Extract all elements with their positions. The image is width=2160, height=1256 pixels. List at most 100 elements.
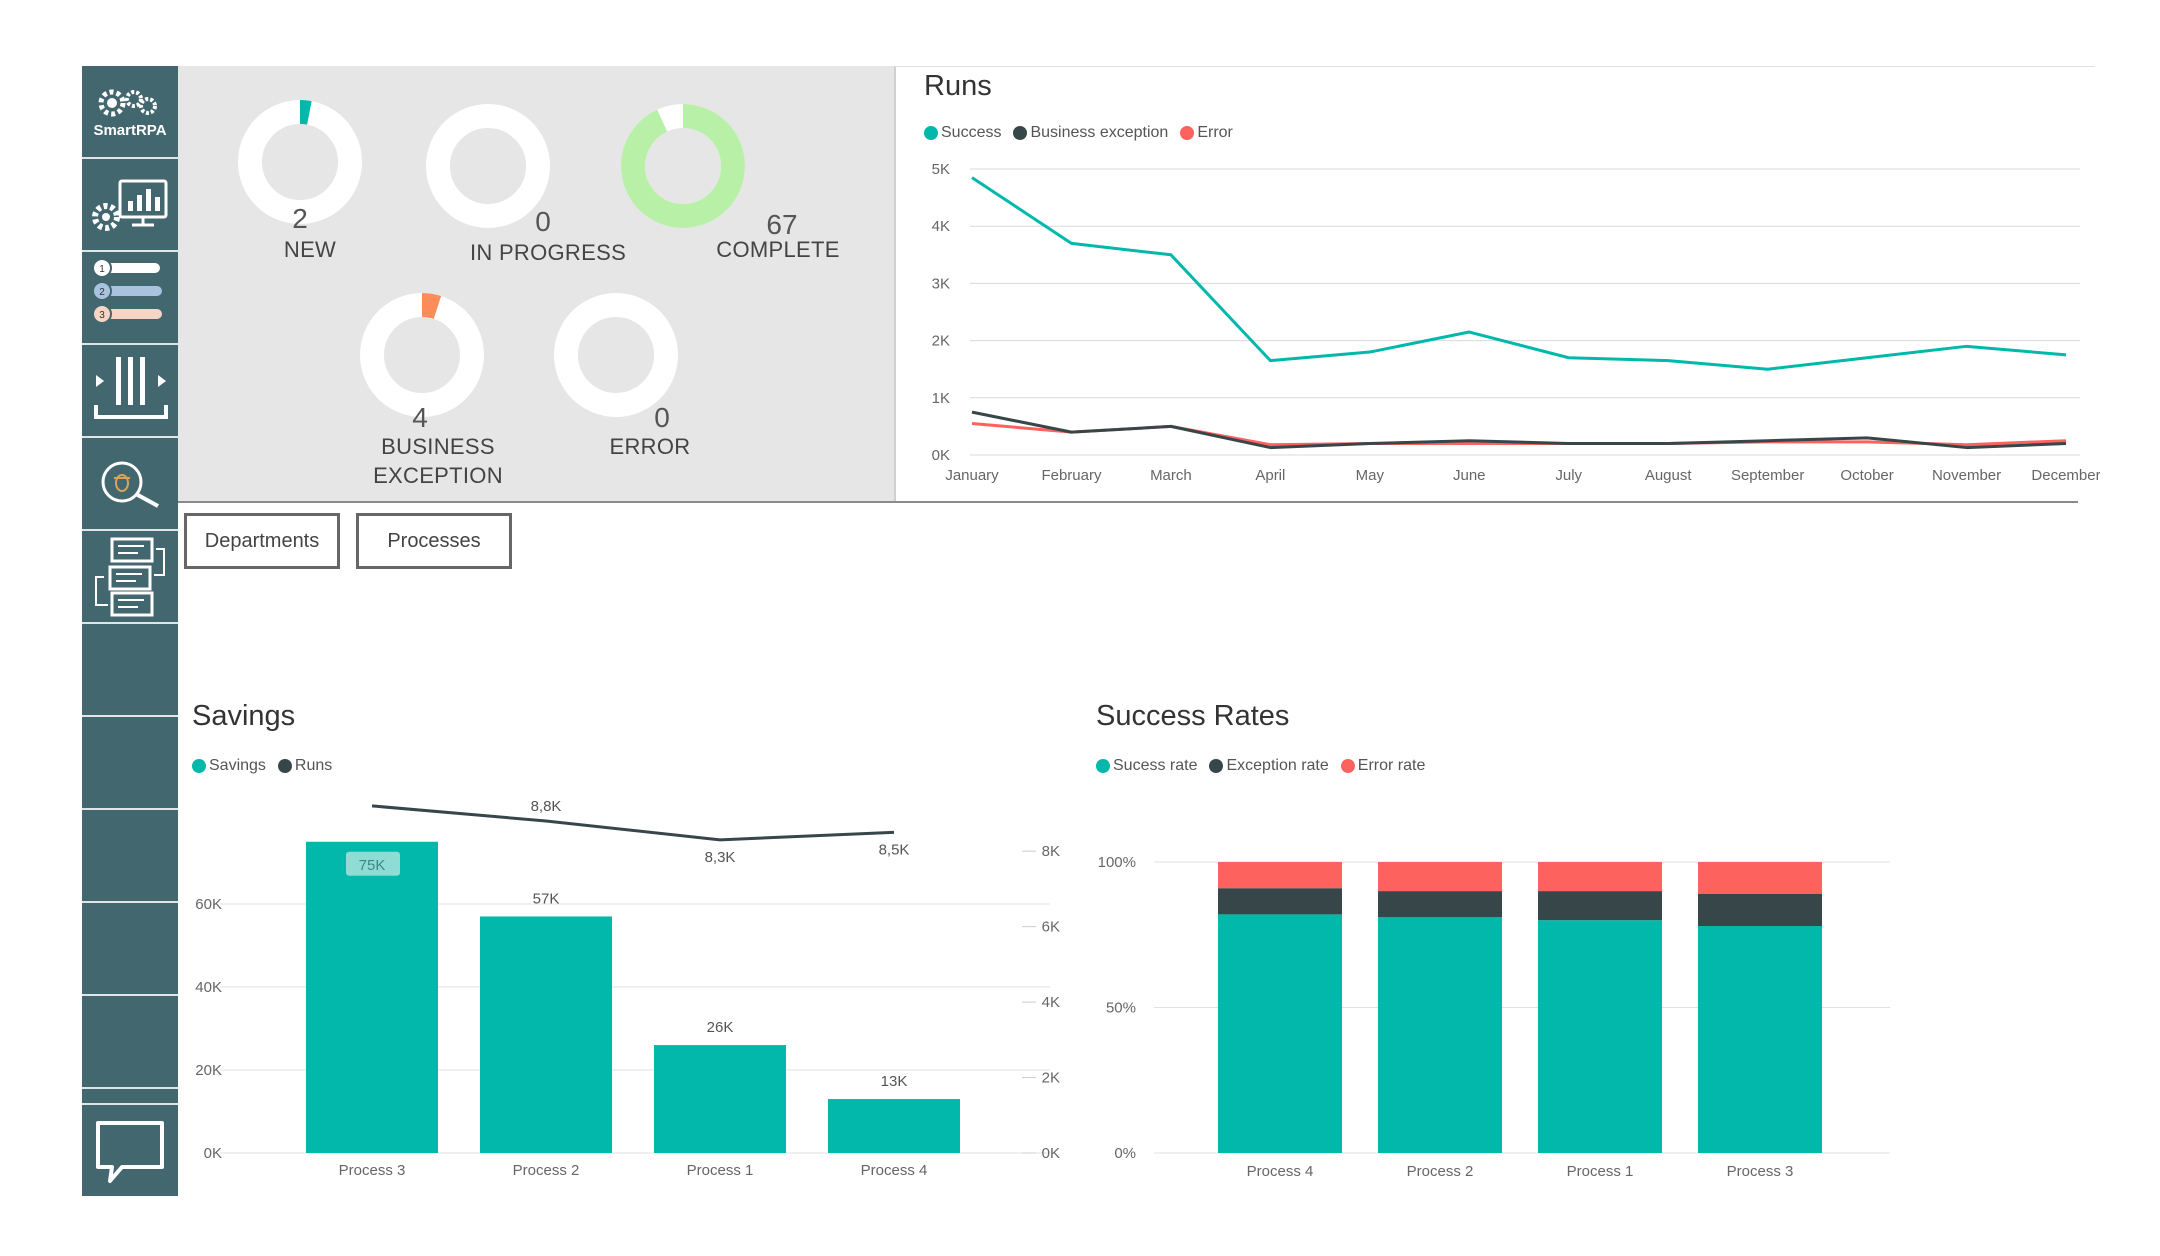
workflow-icon <box>95 537 165 617</box>
kpi-business-exception-donut-fill <box>360 293 484 417</box>
x-tick-label: Process 1 <box>1567 1163 1634 1180</box>
tab-processes[interactable]: Processes <box>356 513 512 569</box>
y-tick-label: 5K <box>932 161 950 178</box>
kpi-business-exception-label-2: EXCEPTION <box>373 463 503 488</box>
savings-chart-title: Savings <box>192 700 296 732</box>
y-tick-label: 1K <box>932 390 950 407</box>
sidebar-item-debug[interactable] <box>82 438 178 531</box>
savings-bar <box>828 1099 960 1153</box>
x-tick-label: October <box>1840 467 1893 484</box>
kpi-complete-value: 67 <box>766 209 798 240</box>
legend-label: Sucess rate <box>1113 757 1198 774</box>
stacked-bar-segment <box>1378 891 1502 918</box>
sidebar-item-dashboard[interactable] <box>82 159 178 252</box>
sidebar-logo[interactable]: SmartRPA <box>82 66 178 159</box>
legend-item-savings[interactable]: Savings <box>192 757 266 775</box>
runs-chart-title: Runs <box>924 70 992 102</box>
legend-item-error-rate[interactable]: Error rate <box>1340 757 1426 775</box>
sidebar-item-workflow[interactable] <box>82 531 178 624</box>
panel-divider <box>894 66 896 502</box>
legend-item-success[interactable]: Success <box>924 124 1001 142</box>
y-tick-label-right: 6K <box>1042 919 1060 936</box>
x-tick-label: February <box>1041 467 1102 484</box>
sidebar-item-empty-2[interactable] <box>82 717 178 810</box>
savings-bar <box>480 916 612 1153</box>
svg-text:1: 1 <box>99 264 105 275</box>
kpi-error-label: ERROR <box>609 434 691 459</box>
legend-item-runs[interactable]: Runs <box>277 757 333 775</box>
sidebar-item-queue[interactable] <box>82 345 178 438</box>
y-tick-label: 4K <box>932 218 950 235</box>
sidebar-item-empty-3[interactable] <box>82 810 178 903</box>
sidebar-item-empty-1[interactable] <box>82 624 178 717</box>
stacked-bar-segment <box>1538 862 1662 892</box>
line-data-label: 8,8K <box>531 798 562 815</box>
kpi-business-exception-label-1: BUSINESS <box>381 434 495 459</box>
x-tick-label: Process 3 <box>1727 1163 1794 1180</box>
x-tick-label: Process 2 <box>513 1162 580 1179</box>
y-tick-label-right: 4K <box>1042 994 1060 1011</box>
x-tick-label: Process 4 <box>1247 1163 1314 1180</box>
kpi-complete-donut-fill <box>621 104 745 228</box>
runs-line-chart: 0K 1K 2K 3K 4K 5K January February March April May… <box>932 161 2100 484</box>
tab-departments[interactable]: Departments <box>184 513 340 569</box>
stacked-bar-segment <box>1218 862 1342 889</box>
stacked-bar-segment <box>1378 917 1502 1153</box>
stacked-bar-segment <box>1538 920 1662 1153</box>
x-tick-label: November <box>1932 467 2001 484</box>
x-tick-label: Process 3 <box>339 1162 406 1179</box>
y-tick-label-left: 40K <box>195 979 222 996</box>
y-tick-label-right: 2K <box>1042 1070 1060 1087</box>
x-tick-label: Process 2 <box>1407 1163 1474 1180</box>
chat-bubble-icon <box>96 1121 164 1183</box>
kpi-new-label: NEW <box>283 237 337 262</box>
logo-text: SmartRPA <box>93 122 167 139</box>
legend-label: Savings <box>209 757 266 774</box>
kpi-in-progress-donut-track <box>426 104 550 228</box>
runs-chart-legend: Success Business exception Error <box>924 124 1241 142</box>
kpi-complete-label: COMPLETE <box>716 237 840 262</box>
sidebar-item-empty-4[interactable] <box>82 903 178 996</box>
bar-data-label: 57K <box>533 890 560 907</box>
success-rates-stacked-chart: 0% 50% 100% Process 4 Process 2 Process 1 Proc… <box>1098 854 1890 1180</box>
y-tick-label: 100% <box>1098 854 1136 871</box>
y-tick-label-left: 60K <box>195 896 222 913</box>
y-tick-label: 0% <box>1114 1145 1136 1162</box>
svg-text:2: 2 <box>99 287 105 298</box>
kpi-new-donut-track <box>238 100 362 224</box>
legend-dot <box>1180 126 1195 140</box>
legend-label: Error rate <box>1357 757 1426 774</box>
kpi-donuts <box>238 100 745 417</box>
legend-item-error[interactable]: Error <box>1180 124 1233 142</box>
kpi-in-progress-value: 0 <box>535 206 551 237</box>
x-tick-label: March <box>1150 467 1192 484</box>
sidebar-item-empty-5[interactable] <box>82 996 178 1089</box>
legend-item-exception-rate[interactable]: Exception rate <box>1209 757 1329 775</box>
legend-item-business-exception[interactable]: Business exception <box>1013 124 1168 142</box>
legend-dot <box>1096 759 1110 773</box>
top-border <box>895 66 2095 67</box>
stacked-bar-segment <box>1538 891 1662 921</box>
legend-dot <box>1013 126 1028 140</box>
line-data-label: 8,5K <box>879 841 910 858</box>
y-tick-label: 3K <box>932 275 950 292</box>
series-line-business-exception <box>971 410 2067 450</box>
savings-bar <box>654 1045 786 1153</box>
bar-data-label: 26K <box>707 1019 734 1036</box>
legend-label: Success <box>941 124 1002 141</box>
success-rates-chart-title: Success Rates <box>1096 700 1290 732</box>
svg-text:3: 3 <box>99 310 105 321</box>
queue-icon <box>94 357 168 419</box>
legend-dot <box>1340 759 1355 773</box>
legend-item-success-rate[interactable]: Sucess rate <box>1096 757 1197 775</box>
x-tick-label: Process 1 <box>687 1162 754 1179</box>
savings-bar <box>306 841 438 1153</box>
chat-button[interactable] <box>82 1103 178 1196</box>
legend-dot <box>192 759 206 773</box>
y-tick-label-right: 0K <box>1042 1145 1060 1162</box>
y-tick-label-left: 0K <box>204 1145 222 1162</box>
y-tick-label: 0K <box>932 447 950 464</box>
legend-dot <box>924 126 938 140</box>
legend-label: Runs <box>294 757 333 774</box>
sidebar-item-list[interactable]: 1 2 3 <box>82 252 178 345</box>
